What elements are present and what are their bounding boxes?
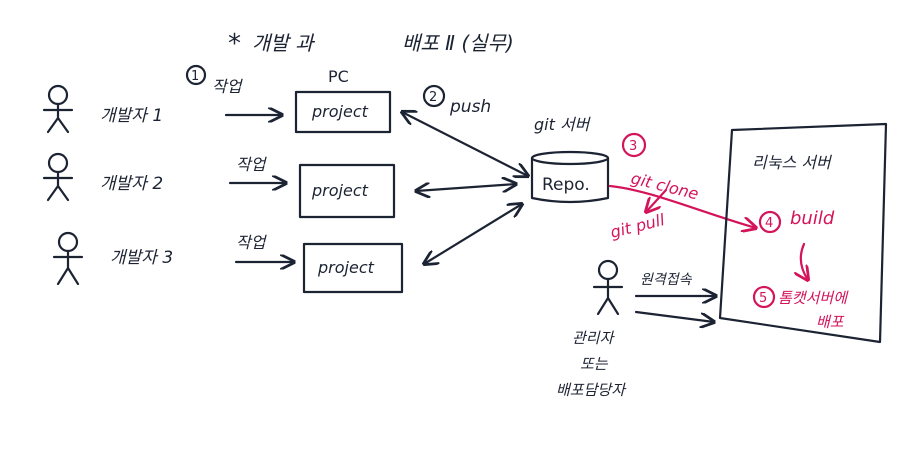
remote-access-label: 원격접속	[640, 272, 693, 288]
remote-access-arrow-2	[636, 312, 714, 322]
push-arrow-3	[424, 204, 522, 264]
push-arrow-2	[416, 184, 516, 191]
git-pull-label: git pull	[608, 210, 667, 242]
stick-figure-icon	[44, 86, 72, 132]
developer-1-work-label: 작업	[212, 77, 244, 96]
push-arrow-1	[402, 112, 528, 176]
project-1-label: project	[311, 102, 369, 121]
developer-3-work-label: 작업	[236, 233, 268, 252]
push-label: push	[449, 97, 491, 117]
stick-figure-icon	[54, 233, 82, 284]
header-star: *	[228, 29, 241, 59]
repo-label: Repo.	[542, 175, 590, 195]
admin-role-line1: 관리자	[572, 329, 616, 347]
project-2-label: project	[311, 181, 369, 200]
build-label: build	[790, 208, 835, 229]
pc-label: PC	[328, 67, 349, 86]
step-3-number: 3	[629, 139, 637, 154]
step-1-number: 1	[191, 69, 199, 84]
stick-figure-icon	[594, 261, 622, 314]
developer-3-name: 개발자 3	[110, 248, 173, 268]
admin-role-line3: 배포담당자	[556, 381, 627, 399]
developer-3: 개발자 3	[54, 233, 173, 284]
project-3-label: project	[317, 258, 375, 277]
developer-2: 개발자 2	[44, 154, 163, 200]
stick-figure-icon	[44, 154, 72, 200]
deploy-label-line1: 톰캣서버에	[778, 289, 849, 307]
developer-2-work-label: 작업	[236, 155, 268, 174]
header-title-left: 개발 과	[252, 31, 315, 55]
step-2-number: 2	[429, 90, 437, 105]
deploy-label-line2: 배포	[816, 313, 845, 331]
linux-server-label: 리눅스 서버	[752, 153, 833, 172]
step-5-number: 5	[759, 291, 767, 306]
admin-figure	[594, 261, 622, 314]
developer-1-name: 개발자 1	[100, 106, 163, 126]
developer-1: 개발자 1	[44, 86, 163, 132]
developer-2-name: 개발자 2	[100, 174, 163, 194]
admin-role-line2: 또는	[580, 355, 609, 373]
header-title-right: 배포 Ⅱ (실무)	[402, 31, 514, 55]
git-server-label: git 서버	[534, 115, 592, 134]
step-4-number: 4	[765, 216, 773, 231]
build-to-deploy-arrow	[801, 244, 808, 280]
